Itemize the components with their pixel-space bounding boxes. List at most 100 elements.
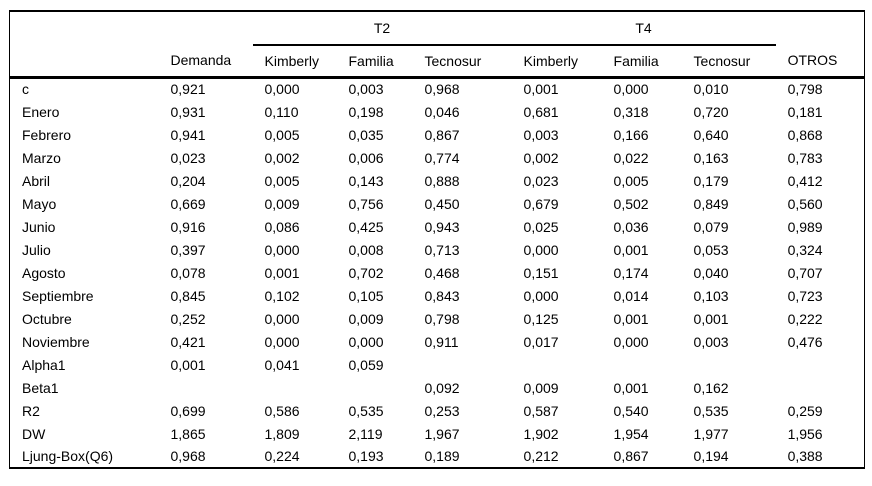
table-row: Alpha1 0,001 0,041 0,059 bbox=[10, 353, 865, 376]
value-cell: 0,000 bbox=[264, 333, 300, 350]
column-header-row: Demanda Kimberly Familia Tecnosur Kimber… bbox=[9, 45, 865, 79]
table-row: Ljung-Box(Q6) 0,968 0,224 0,193 0,189 0,212 0,… bbox=[10, 445, 865, 468]
value-cell: 0,181 bbox=[787, 103, 823, 120]
row-label: Beta1 bbox=[22, 379, 59, 396]
value-cell: 0,843 bbox=[424, 287, 460, 304]
value-cell: 1,902 bbox=[523, 425, 559, 442]
row-label: Mayo bbox=[22, 195, 57, 212]
value-cell: 0,162 bbox=[693, 379, 729, 396]
value-cell bbox=[253, 376, 337, 399]
table-row: Junio 0,916 0,086 0,425 0,943 0,025 0,036 0,079… bbox=[10, 215, 865, 238]
value-cell: 0,179 bbox=[693, 172, 729, 189]
value-cell: 0,010 bbox=[693, 81, 729, 98]
value-cell: 0,110 bbox=[264, 103, 299, 120]
col-header-t4-kimberly: Kimberly bbox=[511, 45, 602, 79]
value-cell: 0,849 bbox=[693, 195, 729, 212]
table-row: R2 0,699 0,586 0,535 0,253 0,587 0,540 0,535 0,2… bbox=[10, 399, 865, 422]
table-row: Febrero 0,941 0,005 0,035 0,867 0,003 0,166 0,6… bbox=[10, 123, 865, 146]
value-cell: 0,000 bbox=[264, 310, 300, 327]
value-cell: 0,259 bbox=[787, 402, 823, 419]
value-cell: 0,009 bbox=[264, 195, 300, 212]
value-cell: 1,954 bbox=[613, 425, 649, 442]
value-cell bbox=[776, 376, 865, 399]
value-cell: 0,000 bbox=[264, 81, 300, 98]
value-cell: 0,174 bbox=[613, 264, 649, 281]
col-header-rowlabel bbox=[9, 45, 159, 79]
value-cell: 0,198 bbox=[348, 103, 384, 120]
value-cell: 0,222 bbox=[787, 310, 823, 327]
value-cell: 0,005 bbox=[613, 172, 649, 189]
group-header-spacer bbox=[10, 11, 253, 45]
value-cell: 0,212 bbox=[523, 448, 559, 464]
value-cell bbox=[159, 376, 253, 399]
col-header-t4-tecnosur: Tecnosur bbox=[681, 45, 776, 79]
row-label: Alpha1 bbox=[22, 356, 66, 373]
value-cell: 0,025 bbox=[523, 218, 559, 235]
value-cell: 0,001 bbox=[523, 81, 559, 98]
value-cell: 0,151 bbox=[523, 264, 559, 281]
value-cell: 0,502 bbox=[613, 195, 649, 212]
value-cell: 0,253 bbox=[424, 402, 460, 419]
value-cell: 0,560 bbox=[787, 195, 823, 212]
value-cell: 0,000 bbox=[348, 333, 384, 350]
value-cell: 0,189 bbox=[424, 448, 460, 464]
value-cell: 0,103 bbox=[693, 287, 729, 304]
value-cell: 0,163 bbox=[693, 149, 729, 166]
value-cell: 0,224 bbox=[264, 448, 300, 464]
value-cell: 0,003 bbox=[523, 126, 559, 143]
row-label: Febrero bbox=[22, 126, 72, 143]
value-cell: 0,001 bbox=[170, 356, 206, 373]
value-cell: 0,036 bbox=[613, 218, 649, 235]
value-cell: 0,193 bbox=[348, 448, 384, 464]
value-cell: 0,713 bbox=[424, 241, 460, 258]
col-header-t2-kimberly: Kimberly bbox=[252, 45, 337, 79]
value-cell: 0,720 bbox=[693, 103, 729, 120]
table-body: c 0,921 0,000 0,003 0,968 0,001 0,000 0,010 0,79… bbox=[10, 77, 865, 468]
group-header-row: T2 T4 bbox=[10, 11, 865, 46]
value-cell: 0,989 bbox=[787, 218, 823, 235]
table-row: Abril 0,204 0,005 0,143 0,888 0,023 0,005 0,179… bbox=[10, 169, 865, 192]
value-cell: 0,699 bbox=[170, 402, 206, 419]
value-cell: 0,166 bbox=[613, 126, 649, 143]
col-header-t2-familia: Familia bbox=[336, 45, 413, 79]
value-cell bbox=[337, 376, 413, 399]
row-label: Ljung-Box(Q6) bbox=[22, 448, 114, 464]
value-cell: 0,888 bbox=[424, 172, 460, 189]
value-cell: 0,001 bbox=[613, 310, 649, 327]
value-cell: 0,702 bbox=[348, 264, 384, 281]
value-cell: 0,092 bbox=[424, 379, 460, 396]
value-cell: 0,968 bbox=[170, 448, 206, 464]
value-cell: 0,845 bbox=[170, 287, 206, 304]
group-header-t4: T4 bbox=[511, 11, 776, 46]
value-cell: 0,023 bbox=[170, 149, 206, 166]
value-cell: 0,774 bbox=[424, 149, 460, 166]
value-cell: 1,809 bbox=[264, 425, 300, 442]
value-cell: 0,022 bbox=[613, 149, 649, 166]
row-label: Junio bbox=[22, 218, 56, 235]
value-cell: 0,587 bbox=[523, 402, 559, 419]
value-cell: 1,865 bbox=[170, 425, 206, 442]
col-header-t4-familia: Familia bbox=[601, 45, 682, 79]
value-cell: 0,001 bbox=[613, 379, 649, 396]
col-header-demanda: Demanda bbox=[158, 45, 253, 79]
value-cell: 0,017 bbox=[523, 333, 559, 350]
group-header-t2: T2 bbox=[252, 11, 512, 46]
row-label: Abril bbox=[22, 172, 51, 189]
value-cell: 0,204 bbox=[170, 172, 206, 189]
value-cell: 0,921 bbox=[170, 81, 206, 98]
value-cell: 0,468 bbox=[424, 264, 460, 281]
value-cell: 0,053 bbox=[693, 241, 729, 258]
table-row: Beta1 0,092 0,009 0,001 0,162 bbox=[10, 376, 865, 399]
value-cell: 0,086 bbox=[264, 218, 300, 235]
value-cell bbox=[602, 353, 682, 376]
group-header-spacer bbox=[776, 11, 865, 45]
value-cell: 0,008 bbox=[348, 241, 384, 258]
value-cell: 0,143 bbox=[348, 172, 384, 189]
value-cell: 0,014 bbox=[613, 287, 649, 304]
table-row: Agosto 0,078 0,001 0,702 0,468 0,151 0,174 0,04… bbox=[10, 261, 865, 284]
value-cell: 1,977 bbox=[693, 425, 729, 442]
value-cell bbox=[512, 353, 602, 376]
row-label: Enero bbox=[22, 103, 60, 120]
value-cell: 0,669 bbox=[170, 195, 206, 212]
